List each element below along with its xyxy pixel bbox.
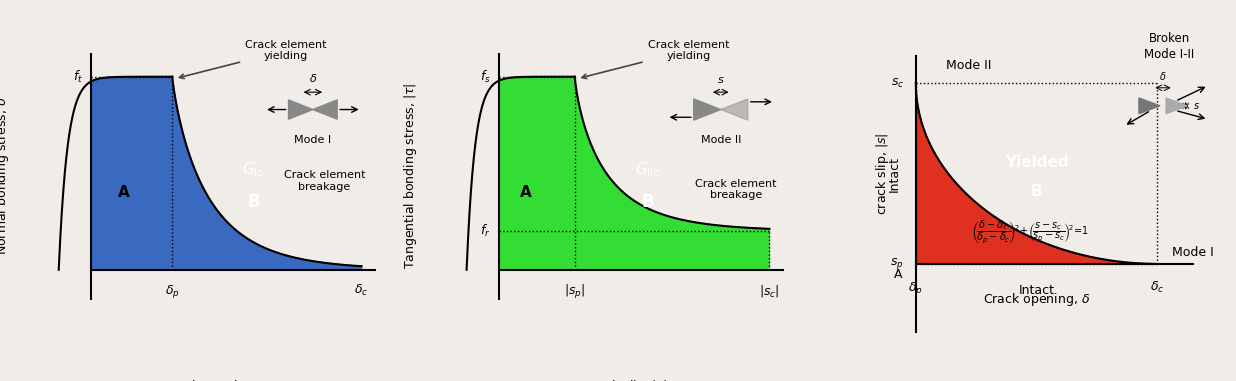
Text: Crack element
breakage: Crack element breakage <box>695 179 776 200</box>
Text: Crack opening, $\delta$: Crack opening, $\delta$ <box>163 378 271 381</box>
Text: $\delta$: $\delta$ <box>309 72 316 85</box>
Text: $\delta$: $\delta$ <box>1159 70 1167 82</box>
Text: $G_{\mathrm{Ic}}$: $G_{\mathrm{Ic}}$ <box>242 160 265 179</box>
Text: $s_p$: $s_p$ <box>890 256 904 271</box>
Polygon shape <box>1138 98 1161 114</box>
Text: $|s_p|$: $|s_p|$ <box>564 283 586 301</box>
Polygon shape <box>721 99 748 120</box>
Text: $s$: $s$ <box>717 75 724 85</box>
Text: A: A <box>894 268 902 282</box>
Text: $\left(\!\dfrac{\delta-\delta_c}{\delta_p-\delta_c}\!\right)^{\!2}\!+\!\left(\!\: $\left(\!\dfrac{\delta-\delta_c}{\delta_… <box>971 219 1089 246</box>
Text: Mode II: Mode II <box>701 134 740 145</box>
Polygon shape <box>288 100 313 119</box>
Text: $f_t$: $f_t$ <box>73 69 83 85</box>
Text: $s_c$: $s_c$ <box>891 77 904 90</box>
Text: Crack element
yielding: Crack element yielding <box>582 40 729 78</box>
Text: crack slip, $|s|$: crack slip, $|s|$ <box>874 132 891 215</box>
Text: Mode I: Mode I <box>294 134 331 145</box>
Text: $G_{\mathrm{IIc}}$: $G_{\mathrm{IIc}}$ <box>635 160 660 179</box>
Text: $|s_c|$: $|s_c|$ <box>759 283 780 299</box>
Text: $\delta_p$: $\delta_p$ <box>908 280 923 297</box>
Text: B: B <box>247 193 260 211</box>
Polygon shape <box>313 100 337 119</box>
Text: Mode II: Mode II <box>946 59 991 72</box>
Text: Broken
Mode I-II: Broken Mode I-II <box>1145 32 1194 61</box>
Text: Intact: Intact <box>889 155 901 192</box>
Text: A: A <box>117 185 130 200</box>
Text: Intact: Intact <box>1018 284 1054 297</box>
Text: Crack slip, $|s|$: Crack slip, $|s|$ <box>582 378 667 381</box>
Text: Crack opening, $\delta$: Crack opening, $\delta$ <box>983 291 1090 308</box>
Text: $\delta_c$: $\delta_c$ <box>1149 280 1164 295</box>
Polygon shape <box>499 77 769 270</box>
Polygon shape <box>1166 98 1187 114</box>
Polygon shape <box>916 83 1157 264</box>
Text: A: A <box>520 185 531 200</box>
Polygon shape <box>91 77 362 270</box>
Polygon shape <box>693 99 721 120</box>
Text: B: B <box>641 193 654 211</box>
Text: $s$: $s$ <box>1193 101 1200 111</box>
Text: Tangential bonding stress, $|\tau|$: Tangential bonding stress, $|\tau|$ <box>402 82 419 269</box>
Text: $\delta_c$: $\delta_c$ <box>355 283 368 298</box>
Text: Normal bonding stress, $\sigma$: Normal bonding stress, $\sigma$ <box>0 96 11 255</box>
Text: Mode I: Mode I <box>1172 246 1214 259</box>
Text: $f_s$: $f_s$ <box>480 69 491 85</box>
Text: Crack element
yielding: Crack element yielding <box>179 40 326 78</box>
Text: Crack element
breakage: Crack element breakage <box>283 170 365 192</box>
Text: $f_r$: $f_r$ <box>481 223 491 239</box>
Text: B: B <box>1031 184 1042 199</box>
Text: Yielded: Yielded <box>1005 155 1068 170</box>
Text: $\delta_p$: $\delta_p$ <box>164 283 179 300</box>
